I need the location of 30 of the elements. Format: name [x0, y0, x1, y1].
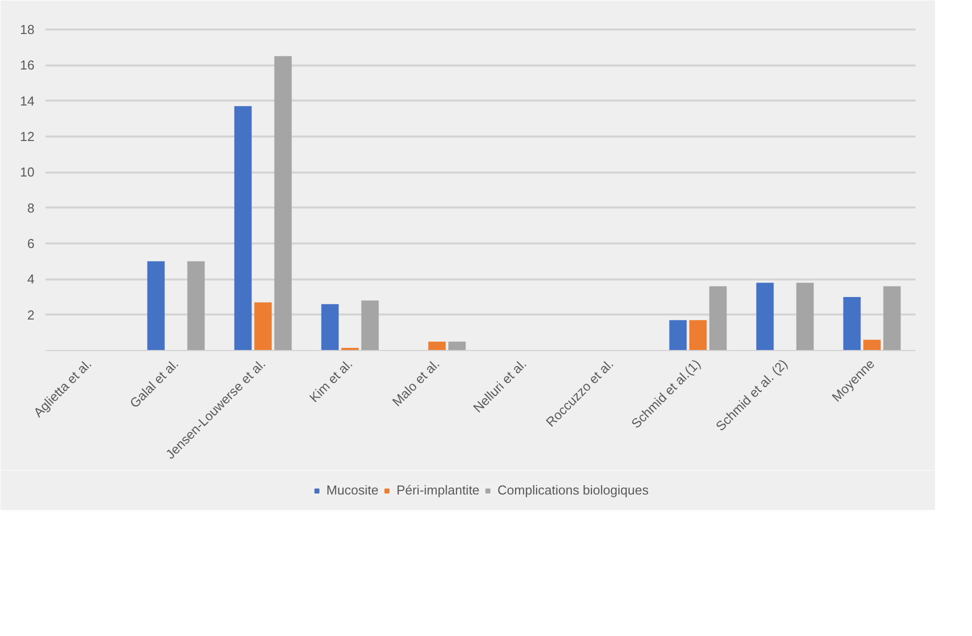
bar: [254, 302, 272, 350]
y-tick-label: 2: [27, 307, 35, 322]
bar: [234, 106, 252, 350]
y-tick-label: 8: [27, 200, 35, 216]
bar: [863, 340, 881, 350]
bar: [843, 296, 861, 350]
bar: [187, 261, 205, 350]
bar: [689, 320, 707, 350]
bar: [796, 282, 814, 350]
y-tick-label: 16: [20, 58, 35, 73]
bar: [448, 342, 466, 350]
bar: [321, 304, 339, 350]
legend-label: Complications biologiques: [498, 482, 649, 498]
legend-label: Péri-implantite: [396, 482, 480, 498]
bar: [669, 320, 687, 350]
y-tick-label: 6: [27, 236, 35, 251]
y-tick-label: 12: [20, 128, 35, 144]
y-tick-label: 4: [27, 272, 35, 287]
bar: [756, 282, 774, 350]
legend-label: Mucosite: [326, 482, 378, 498]
bar: [428, 342, 446, 350]
bar: [361, 300, 379, 350]
y-tick-label: 14: [20, 93, 35, 108]
y-tick-label: 18: [20, 22, 35, 37]
bar: [709, 286, 727, 350]
y-tick-label: 10: [20, 164, 35, 180]
bar: [147, 261, 165, 350]
x-tick-label: Kim et al.: [306, 356, 356, 406]
bar: [883, 286, 901, 350]
bar: [274, 56, 292, 350]
